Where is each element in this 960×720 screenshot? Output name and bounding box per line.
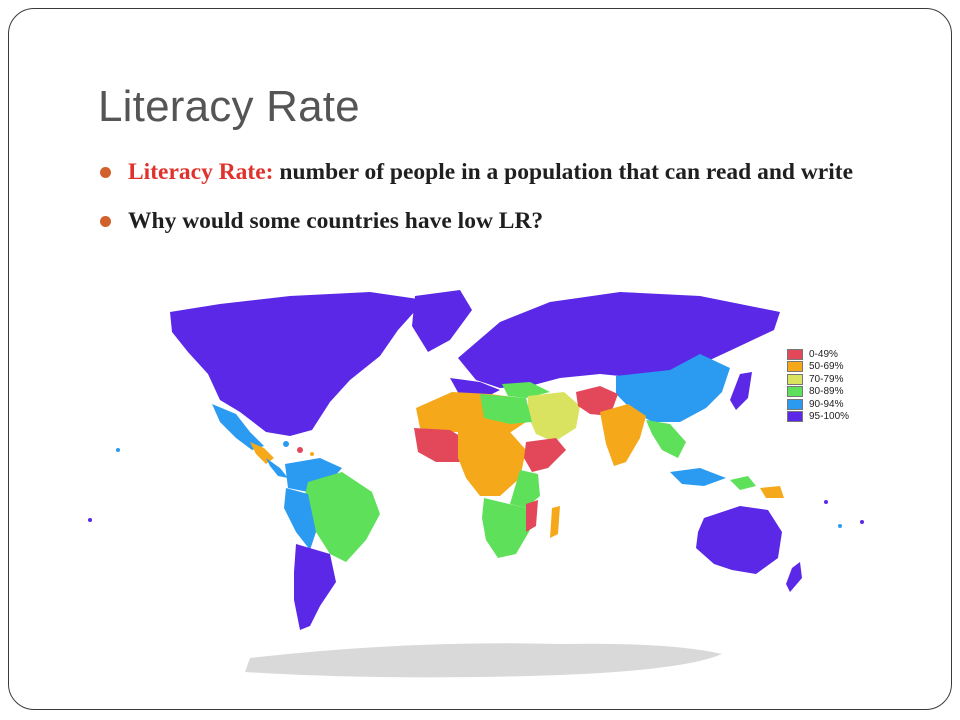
legend-item: 70-79% xyxy=(787,373,849,386)
map-region-china xyxy=(616,354,730,422)
map-region-madagascar xyxy=(550,506,560,538)
map-region-caribbean xyxy=(297,447,303,453)
map-region-russia xyxy=(458,292,780,388)
map-region-west-africa xyxy=(414,428,470,462)
map-region-caribbean xyxy=(310,452,314,456)
legend-label: 0-49% xyxy=(809,348,838,360)
map-region-east-africa xyxy=(510,470,540,508)
map-region-india xyxy=(600,404,646,466)
map-region-pacific-island xyxy=(88,518,92,522)
map-region-japan xyxy=(730,372,752,410)
legend-item: 50-69% xyxy=(787,361,849,374)
map-region-central-america xyxy=(250,442,274,464)
map-region-greenland xyxy=(412,290,472,352)
map-region-central-america-south xyxy=(266,458,288,478)
legend-label: 95-100% xyxy=(809,411,850,423)
map-region-southern-africa xyxy=(482,498,530,558)
map-legend: 0-49% 50-69% 70-79% 80-89% 90-94% 95-100… xyxy=(787,348,849,423)
map-region-turkey xyxy=(502,382,550,398)
map-region-africa-northeast xyxy=(480,394,532,424)
legend-item: 95-100% xyxy=(787,411,849,424)
bullet-item-question: Why would some countries have low LR? xyxy=(98,205,918,238)
map-region-pacific-island xyxy=(824,500,828,504)
legend-item: 90-94% xyxy=(787,398,849,411)
map-region-brazil xyxy=(302,472,380,562)
legend-label: 90-94% xyxy=(809,398,844,410)
legend-swatch xyxy=(787,398,803,410)
legend-label: 50-69% xyxy=(809,361,844,373)
map-region-indonesia-east xyxy=(730,476,756,490)
bullet-list: Literacy Rate: number of people in a pop… xyxy=(98,156,918,254)
map-region-mozambique xyxy=(526,500,538,532)
map-region-south-america-west xyxy=(284,488,316,550)
map-region-new-zealand xyxy=(786,562,802,592)
legend-label: 80-89% xyxy=(809,386,844,398)
legend-swatch xyxy=(787,386,803,398)
map-region-antarctica xyxy=(245,643,722,678)
map-region-southern-cone xyxy=(294,544,336,630)
bullet-item-definition: Literacy Rate: number of people in a pop… xyxy=(98,156,918,189)
world-literacy-map xyxy=(88,290,864,678)
map-region-south-asia-west xyxy=(576,386,618,416)
bullet-dot-icon xyxy=(100,167,111,178)
legend-item: 0-49% xyxy=(787,348,849,361)
legend-item: 80-89% xyxy=(787,386,849,399)
bullet-term: Literacy Rate: xyxy=(128,159,274,185)
legend-swatch xyxy=(787,373,803,385)
bullet-text: number of people in a population that ca… xyxy=(273,159,854,185)
map-region-papua-new-guinea xyxy=(760,486,784,498)
map-region-pacific-island xyxy=(860,520,864,524)
map-region-mexico xyxy=(212,404,264,450)
map-region-caribbean xyxy=(283,441,289,447)
map-region-central-africa xyxy=(458,432,526,496)
map-region-horn-of-africa xyxy=(524,438,566,472)
bullet-dot-icon xyxy=(100,216,111,227)
map-region-indonesia xyxy=(670,468,726,486)
map-region-australia xyxy=(696,506,782,574)
legend-swatch xyxy=(787,348,803,360)
map-region-pacific-island xyxy=(116,448,120,452)
slide-title: Literacy Rate xyxy=(98,82,360,131)
map-region-pacific-island xyxy=(838,524,842,528)
map-region-north-america xyxy=(170,292,425,436)
map-region-middle-east xyxy=(528,392,580,442)
map-region-southeast-asia xyxy=(646,420,686,458)
bullet-text: Why would some countries have low LR? xyxy=(128,208,544,234)
legend-label: 70-79% xyxy=(809,373,844,385)
legend-swatch xyxy=(787,361,803,373)
legend-swatch xyxy=(787,411,803,423)
